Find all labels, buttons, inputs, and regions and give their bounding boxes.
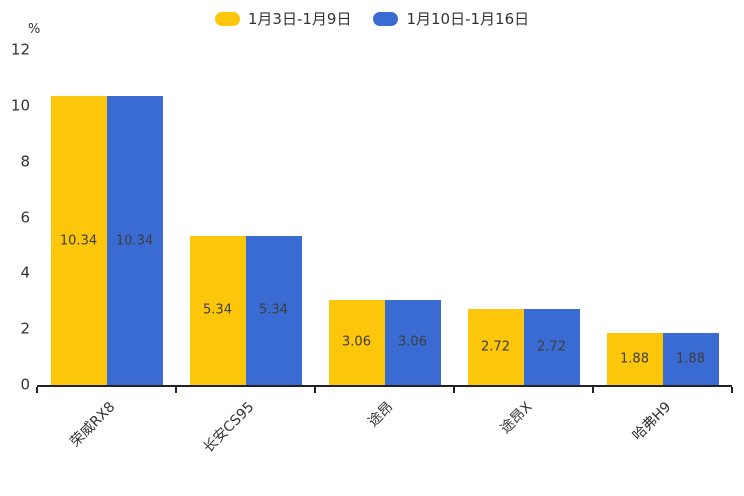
y-axis-tick-label: 2 xyxy=(20,319,30,338)
bar-value-label: 5.34 xyxy=(259,302,288,318)
bar-value-label: 10.34 xyxy=(59,233,98,249)
x-axis-category-label: 荣威RX8 xyxy=(66,399,118,451)
bar-value-label: 1.88 xyxy=(620,351,649,367)
y-axis-tick-label: 8 xyxy=(20,152,30,171)
y-axis-tick-label: 10 xyxy=(10,96,30,115)
legend-label-week1: 1月3日-1月9日 xyxy=(247,10,352,28)
bar-week1[interactable]: 5.34 xyxy=(189,235,246,385)
legend-item-week1[interactable]: 1月3日-1月9日 xyxy=(214,8,352,29)
x-axis-category-label: 哈弗H9 xyxy=(629,399,674,444)
y-axis-unit-label: % xyxy=(28,22,41,37)
bar-week2[interactable]: 2.72 xyxy=(523,309,580,385)
bar-week2[interactable]: 10.34 xyxy=(106,96,163,385)
x-axis-category-label: 途昂 xyxy=(364,399,396,431)
legend-label-week2: 1月10日-1月16日 xyxy=(406,10,530,28)
bar-week2[interactable]: 3.06 xyxy=(384,299,441,385)
x-axis-tick-mark xyxy=(453,387,455,393)
bar-week1[interactable]: 3.06 xyxy=(328,299,385,385)
bar-value-label: 3.06 xyxy=(342,334,371,350)
x-axis-tick-mark xyxy=(175,387,177,393)
y-axis-tick-label: 12 xyxy=(10,40,30,59)
y-axis-tick-label: 4 xyxy=(20,263,30,282)
bar-week1[interactable]: 2.72 xyxy=(467,309,524,385)
legend-swatch-week1-icon xyxy=(214,11,240,26)
legend: 1月3日-1月9日 1月10日-1月16日 xyxy=(0,8,744,29)
x-axis-category-label: 长安CS95 xyxy=(200,399,257,457)
bar-value-label: 10.34 xyxy=(115,233,154,249)
x-axis-tick-mark xyxy=(731,387,733,393)
bar-value-label: 2.72 xyxy=(481,339,510,355)
x-axis-line xyxy=(37,385,732,387)
bar-week2[interactable]: 5.34 xyxy=(245,235,302,385)
y-axis-tick-label: 6 xyxy=(20,208,30,226)
bar-value-label: 5.34 xyxy=(203,302,232,318)
x-axis-tick-mark xyxy=(314,387,316,393)
bar-week2[interactable]: 1.88 xyxy=(662,332,719,385)
legend-item-week2[interactable]: 1月10日-1月16日 xyxy=(373,8,529,29)
x-axis-tick-mark xyxy=(592,387,594,393)
bar-value-label: 1.88 xyxy=(676,351,705,367)
legend-swatch-week2-icon xyxy=(373,11,399,26)
bar-value-label: 3.06 xyxy=(398,334,427,350)
x-axis-category-label: 途昂X xyxy=(497,399,535,438)
bar-value-label: 2.72 xyxy=(537,339,566,355)
x-axis-tick-mark xyxy=(36,387,38,393)
bar-week1[interactable]: 10.34 xyxy=(50,96,107,385)
bar-week1[interactable]: 1.88 xyxy=(606,332,663,385)
y-axis-tick-label: 0 xyxy=(20,375,30,394)
